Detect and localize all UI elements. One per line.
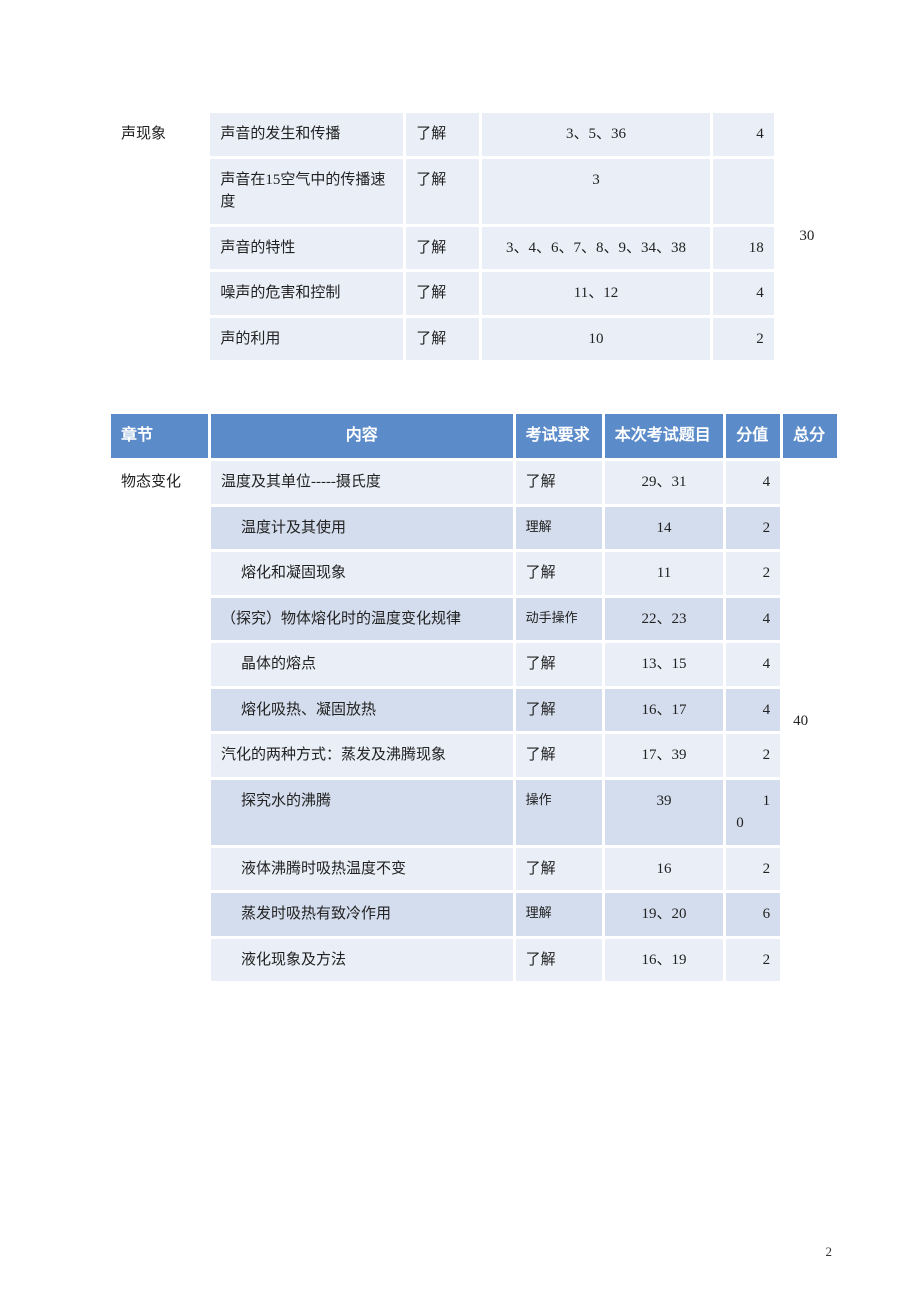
cell-req: 了解 bbox=[406, 318, 478, 361]
cell-content: 声音在15空气中的传播速度 bbox=[210, 159, 403, 224]
cell-score: 4 bbox=[713, 272, 773, 315]
cell-req: 了解 bbox=[516, 939, 602, 982]
table-row: 探究水的沸腾操作3910 bbox=[111, 780, 837, 845]
cell-req: 了解 bbox=[516, 552, 602, 595]
table-row: 声音的特性了解3、4、6、7、8、9、34、3818 bbox=[111, 227, 837, 270]
cell-req: 了解 bbox=[406, 272, 478, 315]
table-row: 声的利用了解102 bbox=[111, 318, 837, 361]
cell-req: 了解 bbox=[406, 227, 478, 270]
cell-req: 动手操作 bbox=[516, 598, 602, 641]
table-sound: 声现象声音的发生和传播了解3、5、36430声音在15空气中的传播速度了解3声音… bbox=[108, 110, 840, 363]
cell-items: 16 bbox=[605, 848, 724, 891]
hdr-chapter: 章节 bbox=[111, 414, 208, 458]
cell-content: 液化现象及方法 bbox=[211, 939, 513, 982]
cell-score: 2 bbox=[726, 939, 780, 982]
table-row: 液体沸腾时吸热温度不变了解162 bbox=[111, 848, 837, 891]
cell-req: 了解 bbox=[516, 643, 602, 686]
cell-items: 17、39 bbox=[605, 734, 724, 777]
cell-items: 3、4、6、7、8、9、34、38 bbox=[482, 227, 711, 270]
cell-content: 晶体的熔点 bbox=[211, 643, 513, 686]
cell-items: 22、23 bbox=[605, 598, 724, 641]
cell-content: 蒸发时吸热有致冷作用 bbox=[211, 893, 513, 936]
cell-items: 39 bbox=[605, 780, 724, 845]
cell-items: 13、15 bbox=[605, 643, 724, 686]
cell-score: 2 bbox=[726, 734, 780, 777]
cell-total: 40 bbox=[783, 461, 837, 981]
table-state-change: 章节 内容 考试要求 本次考试题目 分值 总分 物态变化温度及其单位-----摄… bbox=[108, 411, 840, 984]
cell-items: 3、5、36 bbox=[482, 113, 711, 156]
cell-chapter: 声现象 bbox=[111, 113, 207, 360]
table-row: 物态变化温度及其单位-----摄氏度了解29、31440 bbox=[111, 461, 837, 504]
table-row: （探究）物体熔化时的温度变化规律动手操作22、234 bbox=[111, 598, 837, 641]
cell-content: 探究水的沸腾 bbox=[211, 780, 513, 845]
hdr-score: 分值 bbox=[726, 414, 780, 458]
table-row: 温度计及其使用理解142 bbox=[111, 507, 837, 550]
cell-items: 29、31 bbox=[605, 461, 724, 504]
cell-items: 14 bbox=[605, 507, 724, 550]
hdr-items: 本次考试题目 bbox=[605, 414, 724, 458]
cell-score: 2 bbox=[726, 507, 780, 550]
cell-content: 声的利用 bbox=[210, 318, 403, 361]
cell-req: 理解 bbox=[516, 893, 602, 936]
cell-score: 18 bbox=[713, 227, 773, 270]
cell-content: 噪声的危害和控制 bbox=[210, 272, 403, 315]
table-row: 晶体的熔点了解13、154 bbox=[111, 643, 837, 686]
table-row: 汽化的两种方式：蒸发及沸腾现象了解17、392 bbox=[111, 734, 837, 777]
cell-score: 4 bbox=[726, 461, 780, 504]
cell-req: 理解 bbox=[516, 507, 602, 550]
cell-score: 4 bbox=[726, 643, 780, 686]
cell-req: 了解 bbox=[406, 113, 478, 156]
table-row: 声音在15空气中的传播速度了解3 bbox=[111, 159, 837, 224]
cell-req: 操作 bbox=[516, 780, 602, 845]
cell-content: （探究）物体熔化时的温度变化规律 bbox=[211, 598, 513, 641]
cell-items: 19、20 bbox=[605, 893, 724, 936]
cell-content: 熔化和凝固现象 bbox=[211, 552, 513, 595]
cell-score: 10 bbox=[726, 780, 780, 845]
table-row: 熔化和凝固现象了解112 bbox=[111, 552, 837, 595]
cell-score: 6 bbox=[726, 893, 780, 936]
cell-content: 温度及其单位-----摄氏度 bbox=[211, 461, 513, 504]
cell-content: 熔化吸热、凝固放热 bbox=[211, 689, 513, 732]
table-row: 蒸发时吸热有致冷作用理解19、206 bbox=[111, 893, 837, 936]
cell-req: 了解 bbox=[516, 734, 602, 777]
table-header-row: 章节 内容 考试要求 本次考试题目 分值 总分 bbox=[111, 414, 837, 458]
cell-items: 16、19 bbox=[605, 939, 724, 982]
cell-items: 16、17 bbox=[605, 689, 724, 732]
cell-score bbox=[713, 159, 773, 224]
cell-items: 11 bbox=[605, 552, 724, 595]
cell-score: 2 bbox=[726, 848, 780, 891]
hdr-total: 总分 bbox=[783, 414, 837, 458]
cell-req: 了解 bbox=[406, 159, 478, 224]
cell-items: 10 bbox=[482, 318, 711, 361]
cell-score: 2 bbox=[713, 318, 773, 361]
cell-items: 3 bbox=[482, 159, 711, 224]
page: 声现象声音的发生和传播了解3、5、36430声音在15空气中的传播速度了解3声音… bbox=[0, 0, 920, 1302]
cell-content: 声音的特性 bbox=[210, 227, 403, 270]
cell-content: 汽化的两种方式：蒸发及沸腾现象 bbox=[211, 734, 513, 777]
hdr-req: 考试要求 bbox=[516, 414, 602, 458]
table-row: 液化现象及方法了解16、192 bbox=[111, 939, 837, 982]
cell-content: 温度计及其使用 bbox=[211, 507, 513, 550]
cell-chapter: 物态变化 bbox=[111, 461, 208, 981]
cell-total: 30 bbox=[777, 113, 837, 360]
cell-content: 声音的发生和传播 bbox=[210, 113, 403, 156]
hdr-content: 内容 bbox=[211, 414, 513, 458]
cell-score: 4 bbox=[713, 113, 773, 156]
cell-req: 了解 bbox=[516, 689, 602, 732]
cell-content: 液体沸腾时吸热温度不变 bbox=[211, 848, 513, 891]
cell-items: 11、12 bbox=[482, 272, 711, 315]
table-row: 噪声的危害和控制了解11、124 bbox=[111, 272, 837, 315]
cell-score: 4 bbox=[726, 689, 780, 732]
cell-score: 2 bbox=[726, 552, 780, 595]
table-row: 声现象声音的发生和传播了解3、5、36430 bbox=[111, 113, 837, 156]
cell-req: 了解 bbox=[516, 848, 602, 891]
page-number: 2 bbox=[826, 1244, 833, 1260]
cell-score: 4 bbox=[726, 598, 780, 641]
cell-req: 了解 bbox=[516, 461, 602, 504]
table-row: 熔化吸热、凝固放热了解16、174 bbox=[111, 689, 837, 732]
